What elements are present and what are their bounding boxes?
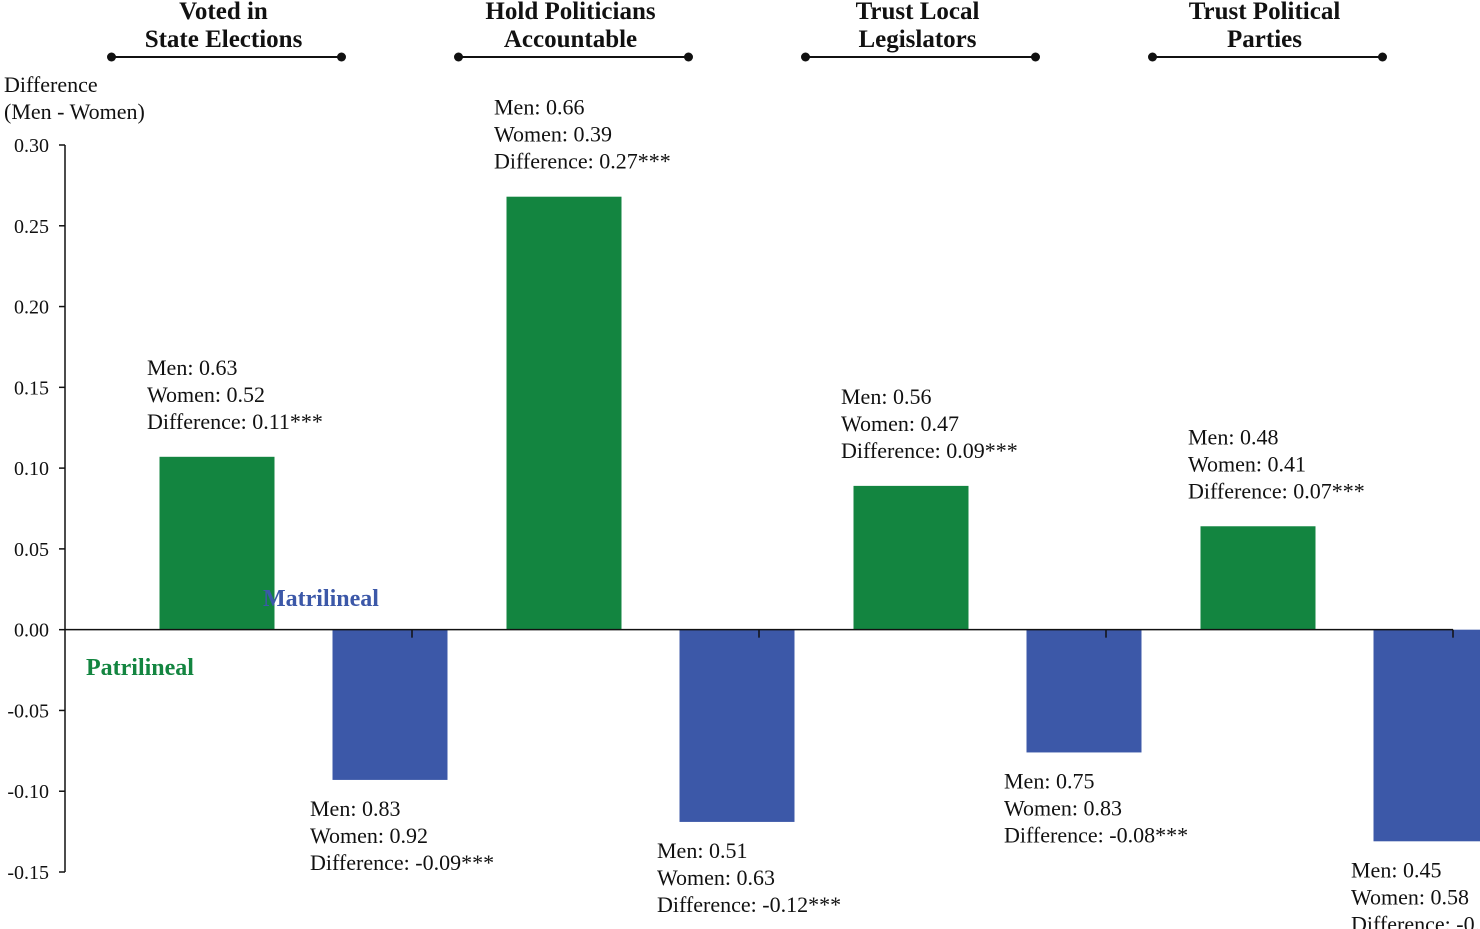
bar-annotation-line: Men: 0.63: [147, 355, 237, 380]
y-tick-label: -0.10: [7, 781, 49, 803]
bar-annotation-line: Women: 0.92: [310, 823, 428, 848]
y-axis-label-line: (Men - Women): [4, 99, 145, 124]
bar-annotation-line: Difference: -0.13***: [1351, 911, 1480, 929]
y-tick-label: 0.15: [14, 377, 49, 399]
bar-annotation-line: Men: 0.51: [657, 838, 747, 863]
bar-annotation-line: Men: 0.45: [1351, 857, 1441, 882]
y-tick-label: -0.15: [7, 862, 49, 884]
bar-matrilineal: [679, 629, 795, 822]
bar-annotation-line: Difference: -0.09***: [310, 850, 494, 875]
y-tick-label: 0.25: [14, 216, 49, 238]
bar-annotation-line: Women: 0.47: [841, 411, 959, 436]
group-title-underline-dot: [1031, 52, 1040, 62]
group-title-underline-dot: [801, 52, 810, 62]
y-axis-label-line: Difference: [4, 72, 98, 97]
group-title: Voted in: [179, 0, 268, 25]
bar-annotation-line: Women: 0.58: [1351, 884, 1469, 909]
x-axis: [65, 628, 1454, 638]
bar-annotation-line: Men: 0.75: [1004, 768, 1094, 793]
bar-patrilineal: [506, 196, 622, 630]
bar-annotation-line: Difference: 0.07***: [1188, 478, 1365, 503]
group-title-underline-dot: [107, 52, 116, 62]
y-axis-label: Difference(Men - Women): [4, 72, 145, 124]
bar-annotation-line: Women: 0.83: [1004, 795, 1122, 820]
bar-annotation-line: Women: 0.63: [657, 865, 775, 890]
group-title: Parties: [1227, 26, 1302, 53]
bar-annotation-line: Women: 0.41: [1188, 451, 1306, 476]
bar-matrilineal: [332, 629, 448, 780]
y-tick-label: 0.20: [14, 297, 49, 319]
y-tick-label: 0.00: [14, 620, 49, 642]
bar-annotation-line: Difference: -0.12***: [657, 892, 841, 917]
bar-annotation-line: Difference: 0.09***: [841, 438, 1018, 463]
bar-annotation-line: Women: 0.39: [494, 122, 612, 147]
y-tick-label: 0.05: [14, 539, 49, 561]
bar-matrilineal: [1373, 629, 1480, 842]
group-title: Accountable: [504, 26, 637, 53]
y-axis: 0.30 0.25 0.20 0.15 0.10 0.05 0.00 -0.05 -0.10 -0…: [7, 135, 66, 884]
bar-annotation-line: Difference: 0.11***: [147, 409, 323, 434]
group-title: Trust Political: [1189, 0, 1341, 25]
bars: [159, 196, 1480, 842]
bar-annotation-line: Men: 0.56: [841, 384, 931, 409]
bar-annotation-line: Difference: 0.27***: [494, 149, 671, 174]
group-title: Hold Politicians: [485, 0, 655, 25]
group-title: Trust Local: [856, 0, 980, 25]
bar-patrilineal: [853, 485, 969, 630]
y-tick-label: -0.05: [7, 700, 49, 722]
y-tick-label: 0.10: [14, 458, 49, 480]
group-title: State Elections: [145, 26, 303, 53]
legend-patrilineal: Patrilineal: [86, 655, 194, 681]
group-title-underline-dot: [337, 52, 346, 62]
group-title-underline-dot: [684, 52, 693, 62]
bar-matrilineal: [1026, 629, 1142, 753]
bar-annotation-line: Difference: -0.08***: [1004, 822, 1188, 847]
bar-annotation-line: Men: 0.83: [310, 796, 400, 821]
group-title-underline-dot: [1378, 52, 1387, 62]
bar-patrilineal: [159, 456, 275, 630]
group-title-underline-dot: [1148, 52, 1157, 62]
bar-annotation-line: Men: 0.48: [1188, 424, 1278, 449]
legend-matrilineal: Matrilineal: [263, 586, 379, 612]
group-title: Legislators: [858, 26, 976, 53]
y-tick-label: 0.30: [14, 135, 49, 157]
bar-patrilineal: [1200, 526, 1316, 630]
legend: Matrilineal Patrilineal: [86, 586, 379, 681]
bar-annotation-line: Women: 0.52: [147, 382, 265, 407]
group-title-underline-dot: [454, 52, 463, 62]
bar-annotation-line: Men: 0.66: [494, 95, 584, 120]
